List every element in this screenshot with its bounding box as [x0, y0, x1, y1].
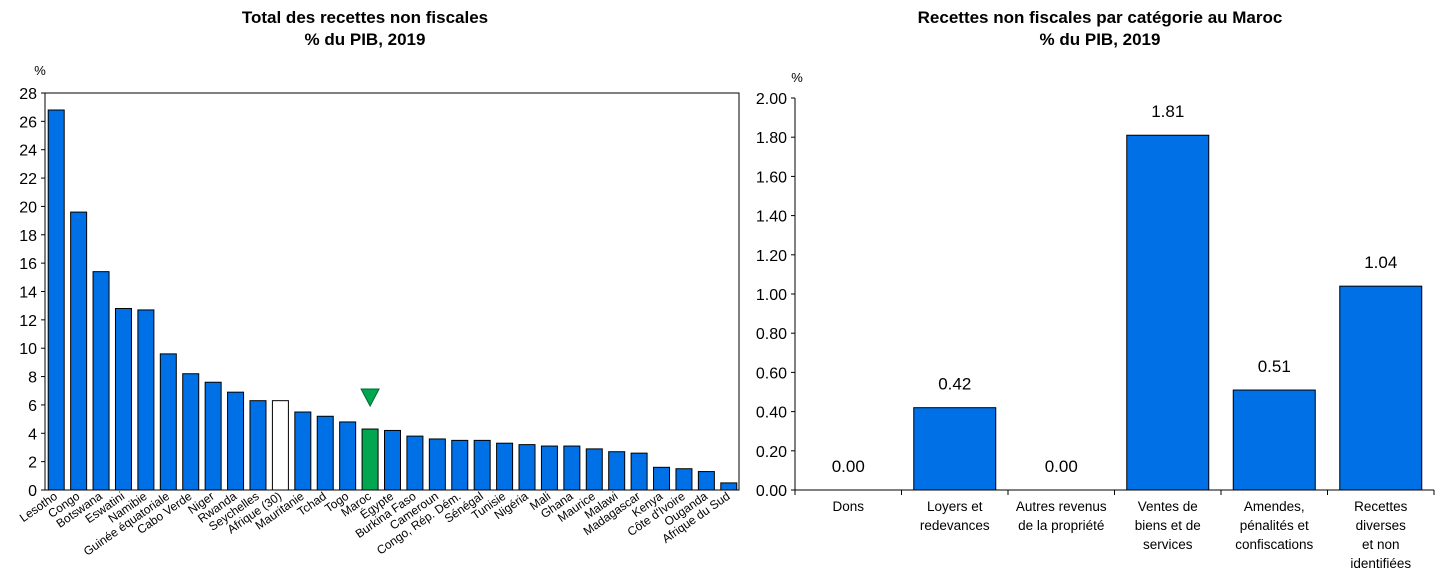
- bar-17: [428, 438, 446, 491]
- bar-9: [249, 400, 267, 491]
- chart-right-subtitle: % du PIB, 2019: [1039, 30, 1161, 49]
- chart-left-subtitle: % du PIB, 2019: [304, 30, 426, 49]
- x-tick-label: Dons: [832, 499, 864, 514]
- bar-16: [406, 435, 424, 491]
- y-tick-label: 1.20: [756, 248, 787, 265]
- x-tick-label: Recettes: [1354, 499, 1408, 514]
- y-tick-label: 10: [19, 341, 37, 358]
- chart-left-title-block: Total des recettes non fiscales % du PIB…: [45, 7, 685, 51]
- bar-0: [47, 109, 65, 491]
- x-tick-label: Autres revenus: [1016, 499, 1107, 514]
- bar-13: [339, 421, 357, 491]
- bar-24: [585, 448, 603, 491]
- bar-10: [271, 400, 289, 491]
- y-tick-label: 0.20: [756, 444, 787, 461]
- bar-27: [653, 466, 671, 491]
- bar-11: [294, 411, 312, 491]
- bar-3: [1126, 134, 1210, 491]
- bar-30: [720, 482, 738, 491]
- bar-4: [1232, 389, 1316, 491]
- x-tick-label: pénalités et: [1240, 518, 1309, 533]
- bar-4: [137, 309, 155, 491]
- bar-28: [675, 468, 693, 491]
- x-tick-label: biens et de: [1135, 518, 1201, 533]
- bar-5: [159, 353, 177, 491]
- x-tick-label: de la propriété: [1018, 518, 1104, 533]
- y-tick-label: 6: [28, 398, 37, 415]
- x-tick-label: redevances: [920, 518, 990, 533]
- bar-6: [182, 373, 200, 491]
- bar-18: [451, 439, 469, 491]
- y-tick-label: 0.60: [756, 365, 787, 382]
- data-label: 0.42: [938, 375, 971, 394]
- bar-19: [473, 439, 491, 491]
- bar-12: [316, 415, 334, 491]
- bar-20: [496, 442, 514, 491]
- y-tick-label: 12: [19, 313, 37, 330]
- chart-left: Total des recettes non fiscales % du PIB…: [17, 7, 740, 559]
- y-tick-label: 0.00: [756, 483, 787, 500]
- x-tick-label: identifiées: [1350, 556, 1411, 571]
- y-tick-label: 4: [28, 426, 37, 443]
- x-tick-label: Ventes de: [1138, 499, 1198, 514]
- bar-22: [540, 445, 558, 491]
- data-label: 1.04: [1364, 253, 1397, 272]
- chart-left-title: Total des recettes non fiscales: [241, 8, 489, 27]
- data-label: 0.00: [832, 457, 865, 476]
- y-axis-unit: %: [34, 63, 46, 78]
- y-tick-label: 8: [28, 370, 37, 387]
- bar-2: [92, 271, 110, 491]
- bar-25: [608, 451, 626, 491]
- y-tick-label: 26: [19, 114, 37, 131]
- x-tick-label: confiscations: [1235, 537, 1313, 552]
- x-tick-label: diverses: [1356, 518, 1407, 533]
- y-tick-label: 0.40: [756, 405, 787, 422]
- x-tick-label: Loyers et: [927, 499, 983, 514]
- maroc-marker-icon: [360, 388, 380, 408]
- y-tick-label: 1.80: [756, 130, 787, 147]
- chart-left-plot: %0246810121416182022242628LesothoCongoBo…: [17, 63, 740, 559]
- chart-right-title: Recettes non fiscales par catégorie au M…: [917, 8, 1283, 27]
- y-tick-label: 1.00: [756, 287, 787, 304]
- chart-right-title-block: Recettes non fiscales par catégorie au M…: [770, 7, 1430, 51]
- y-tick-label: 1.40: [756, 209, 787, 226]
- x-tick-label: Amendes,: [1244, 499, 1305, 514]
- bar-15: [384, 429, 401, 491]
- bar-5: [1339, 285, 1423, 491]
- bar-23: [563, 445, 581, 491]
- y-tick-label: 20: [19, 199, 37, 216]
- y-tick-label: 2.00: [756, 91, 787, 108]
- bar-14: [361, 428, 379, 491]
- bar-8: [227, 391, 245, 491]
- y-axis-unit: %: [791, 70, 803, 85]
- y-tick-label: 28: [19, 86, 37, 103]
- bar-1: [70, 211, 88, 491]
- bar-3: [114, 308, 132, 491]
- bar-26: [630, 452, 648, 491]
- bar-7: [204, 381, 222, 491]
- y-tick-label: 18: [19, 228, 37, 245]
- y-tick-label: 0: [28, 483, 37, 500]
- x-tick-label: services: [1143, 537, 1193, 552]
- y-tick-label: 16: [19, 256, 37, 273]
- x-tick-label: et non: [1362, 537, 1400, 552]
- y-tick-label: 1.60: [756, 169, 787, 186]
- bar-29: [697, 471, 715, 491]
- bar-1: [913, 407, 997, 491]
- y-tick-label: 24: [19, 143, 37, 160]
- data-label: 0.51: [1258, 357, 1291, 376]
- y-tick-label: 22: [19, 171, 37, 188]
- data-label: 0.00: [1045, 457, 1078, 476]
- y-tick-label: 0.80: [756, 326, 787, 343]
- y-tick-label: 2: [28, 455, 37, 472]
- bar-21: [518, 444, 536, 491]
- chart-right: Recettes non fiscales par catégorie au M…: [740, 0, 1440, 578]
- data-label: 1.81: [1151, 102, 1184, 121]
- chart-right-plot: % 0.00 0.20 0.40 0.60 0.80 1.00 1.20 1.40 1.60 1.8…: [756, 70, 1435, 571]
- y-tick-label: 14: [19, 285, 37, 302]
